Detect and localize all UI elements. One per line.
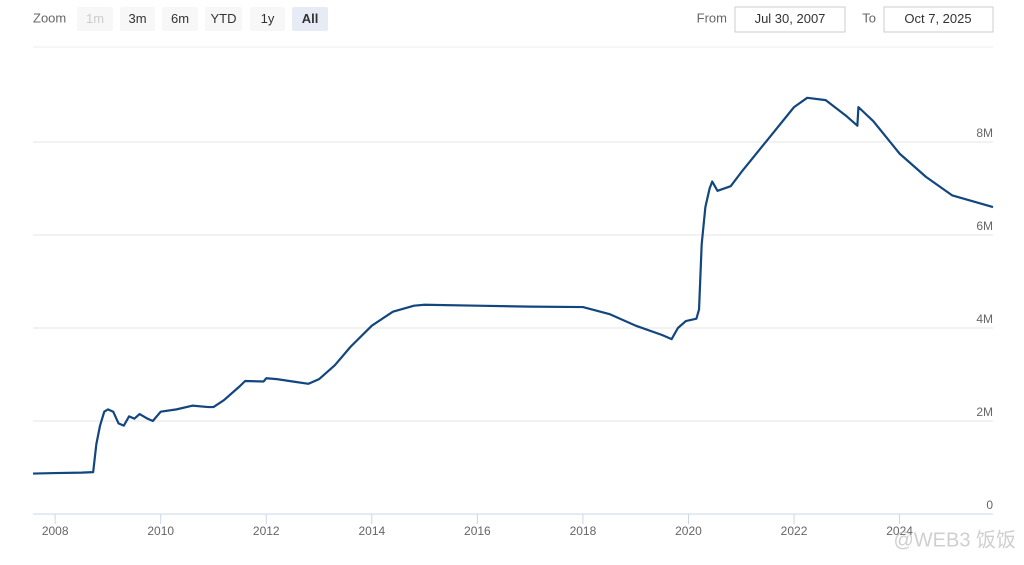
zoom-button-label: 1m: [86, 11, 104, 26]
from-label: From: [697, 10, 727, 25]
y-tick-label: 2M: [976, 405, 993, 419]
x-tick-label: 2010: [147, 524, 174, 538]
x-tick-label: 2016: [464, 524, 491, 538]
from-value[interactable]: Jul 30, 2007: [755, 11, 826, 26]
zoom-button-label[interactable]: All: [302, 11, 319, 26]
y-tick-label: 4M: [976, 312, 993, 326]
series-line: [32, 96, 994, 475]
watermark: @WEB3 饭饭: [893, 528, 1016, 551]
x-tick-label: 2014: [358, 524, 385, 538]
y-tick-label: 6M: [976, 219, 993, 233]
x-tick-label: 2012: [253, 524, 280, 538]
from-input[interactable]: [734, 6, 846, 33]
zoom-button[interactable]: [205, 7, 242, 31]
x-tick-label: 2018: [570, 524, 597, 538]
zoom-button-label[interactable]: 6m: [171, 11, 189, 26]
y-tick-label: 0: [986, 498, 993, 512]
zoom-button: [77, 7, 113, 31]
x-tick-label: 2008: [42, 524, 69, 538]
x-tick-label: 2020: [675, 524, 702, 538]
zoom-button-label[interactable]: 1y: [261, 11, 275, 26]
to-label: To: [862, 10, 876, 25]
zoom-button[interactable]: [250, 7, 285, 31]
zoom-button[interactable]: [292, 7, 328, 31]
zoom-label: Zoom: [33, 10, 66, 25]
zoom-button-label[interactable]: YTD: [211, 11, 237, 26]
zoom-button[interactable]: [120, 7, 155, 31]
x-tick-label: 2022: [781, 524, 808, 538]
y-tick-label: 8M: [976, 126, 993, 140]
to-input[interactable]: [883, 6, 994, 33]
x-tick-label: 2024: [886, 524, 913, 538]
to-value[interactable]: Oct 7, 2025: [904, 11, 971, 26]
zoom-button-label[interactable]: 3m: [128, 11, 146, 26]
zoom-button[interactable]: [162, 7, 198, 31]
